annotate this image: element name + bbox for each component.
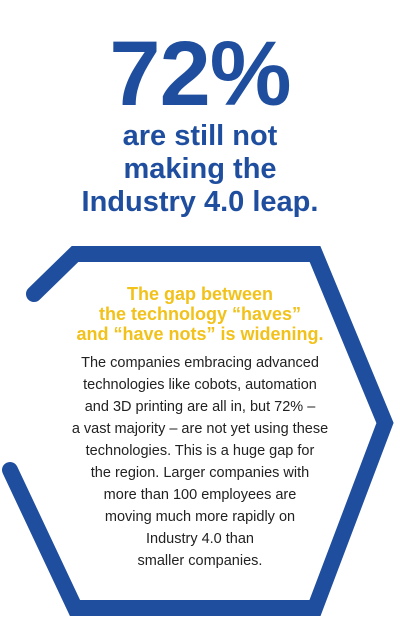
callout-body: The companies embracing advanced technol… (71, 355, 329, 569)
headline-subtitle: are still not making the Industry 4.0 le… (81, 120, 319, 218)
callout-highlight: The gap between the technology “haves” a… (76, 284, 324, 344)
headline-stat: 72% (109, 23, 291, 125)
